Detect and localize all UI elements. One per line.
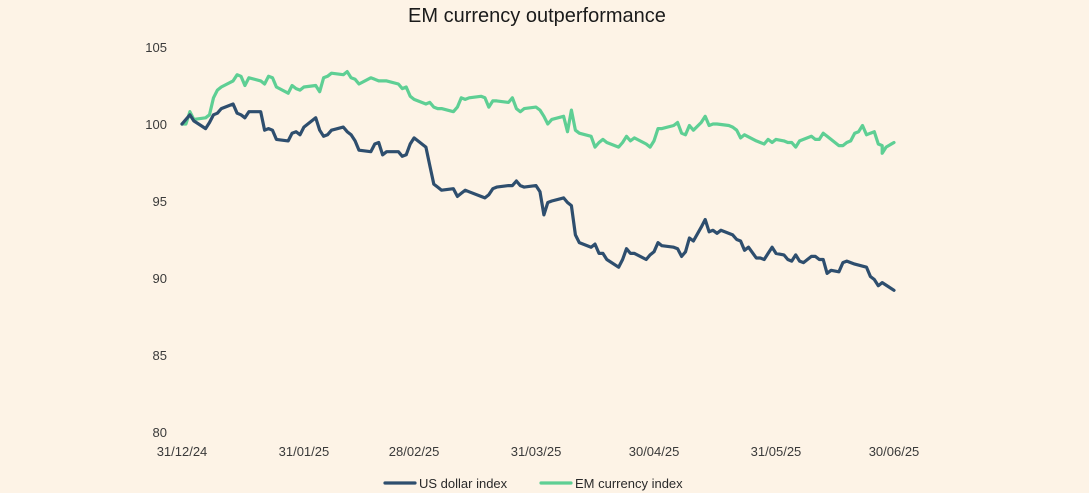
y-axis: 80 85 90 95 100 105 xyxy=(145,40,167,440)
y-tick-label: 80 xyxy=(153,425,167,440)
y-tick-label: 95 xyxy=(153,194,167,209)
series-line-us-dollar-index xyxy=(180,102,896,292)
series-line-em-currency-index xyxy=(180,70,896,155)
y-tick-label: 90 xyxy=(153,271,167,286)
legend: US dollar index EM currency index xyxy=(383,476,683,491)
x-tick-label: 31/05/25 xyxy=(751,444,802,459)
y-tick-label: 105 xyxy=(145,40,167,55)
x-axis: 31/12/24 31/01/25 28/02/25 31/03/25 30/04/25… xyxy=(157,444,920,459)
x-tick-label: 28/02/25 xyxy=(389,444,440,459)
x-tick-label: 30/06/25 xyxy=(869,444,920,459)
legend-label: EM currency index xyxy=(575,476,683,491)
x-tick-label: 31/12/24 xyxy=(157,444,208,459)
x-tick-label: 31/01/25 xyxy=(279,444,330,459)
x-tick-label: 30/04/25 xyxy=(629,444,680,459)
legend-label: US dollar index xyxy=(419,476,508,491)
x-tick-label: 31/03/25 xyxy=(511,444,562,459)
plot-area xyxy=(180,70,896,292)
y-tick-label: 100 xyxy=(145,117,167,132)
chart-title: EM currency outperformance xyxy=(408,5,666,27)
y-tick-label: 85 xyxy=(153,348,167,363)
